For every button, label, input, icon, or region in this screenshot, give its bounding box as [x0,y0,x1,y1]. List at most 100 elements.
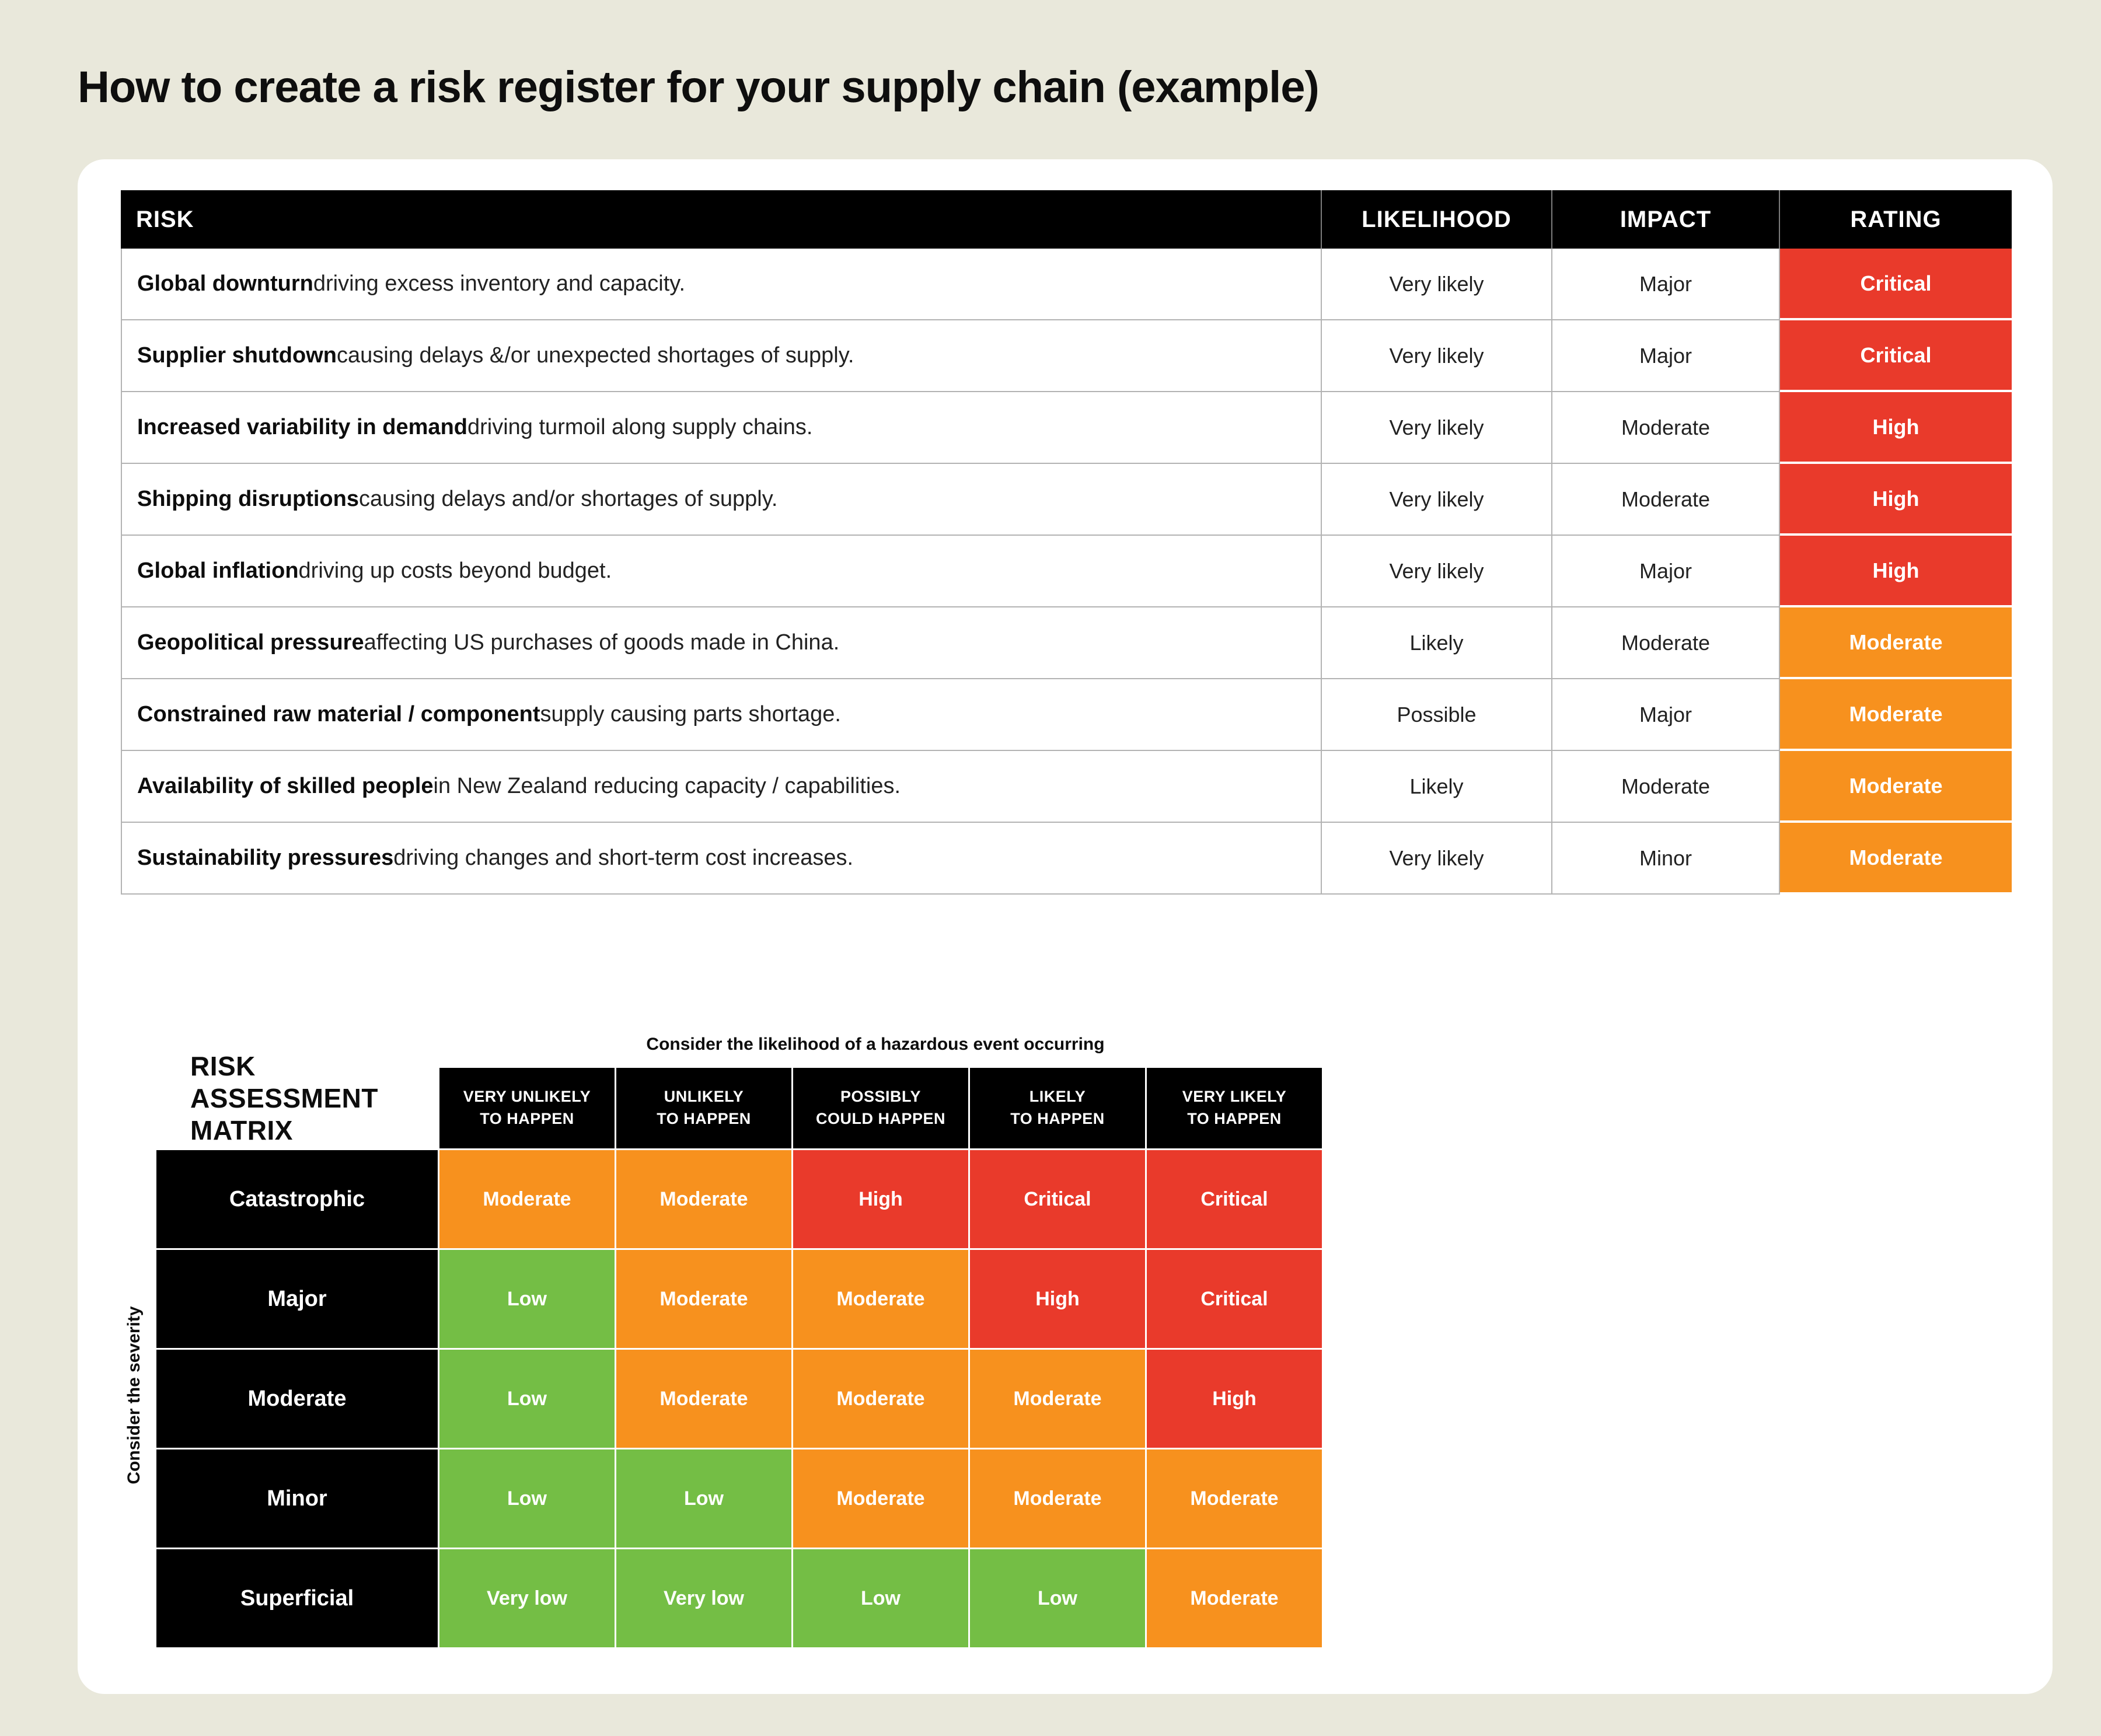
rating-badge: Moderate [1780,607,2012,679]
rating-badge: Moderate [1780,679,2012,751]
matrix-column-header: UNLIKELY TO HAPPEN [616,1068,791,1148]
risk-detail: driving up costs beyond budget. [298,558,612,583]
matrix-cell: High [1147,1350,1322,1448]
risk-description: Constrained raw material / component sup… [121,679,1322,751]
matrix-cell: Critical [970,1150,1145,1248]
matrix-cell: Moderate [970,1350,1145,1448]
matrix-row-label: Catastrophic [156,1150,438,1248]
risk-detail: driving excess inventory and capacity. [313,271,686,296]
matrix-cell: Critical [1147,1150,1322,1248]
risk-name: Sustainability pressures [137,846,394,870]
risk-description: Availability of skilled people in New Ze… [121,751,1322,823]
matrix-column-header: POSSIBLY COULD HAPPEN [793,1068,968,1148]
likelihood-cell: Possible [1322,679,1552,751]
header-likelihood: LIKELIHOOD [1322,190,1552,249]
matrix-cell: Critical [1147,1250,1322,1348]
header-impact: IMPACT [1552,190,1780,249]
risk-name: Supplier shutdown [137,343,337,368]
matrix-cell: High [970,1250,1145,1348]
matrix-cell: Moderate [616,1250,791,1348]
impact-cell: Moderate [1552,607,1780,679]
risk-table-row: Constrained raw material / component sup… [121,679,2012,751]
column-header-line: LIKELY [1029,1088,1086,1106]
risk-table-row: Shipping disruptions causing delays and/… [121,464,2012,536]
matrix-row-label: Superficial [156,1549,438,1647]
impact-cell: Moderate [1552,392,1780,464]
content-card: RISK LIKELIHOOD IMPACT RATING Global dow… [78,159,2053,1694]
column-header-line: TO HAPPEN [1187,1110,1282,1127]
risk-description: Increased variability in demand driving … [121,392,1322,464]
risk-description: Geopolitical pressure affecting US purch… [121,607,1322,679]
risk-table-row: Global downturn driving excess inventory… [121,249,2012,320]
matrix-title-line: ASSESSMENT [190,1083,378,1114]
rating-badge: Critical [1780,320,2012,392]
page-title: How to create a risk register for your s… [78,62,1320,112]
matrix-cell: Low [439,1250,615,1348]
header-risk: RISK [121,190,1322,249]
column-header-line: TO HAPPEN [1010,1110,1105,1127]
matrix-cell: Low [439,1350,615,1448]
likelihood-cell: Very likely [1322,320,1552,392]
rating-badge: Moderate [1780,751,2012,823]
matrix-cell: Moderate [970,1449,1145,1548]
matrix-cell: Moderate [439,1150,615,1248]
risk-name: Shipping disruptions [137,487,359,511]
rating-badge: High [1780,392,2012,464]
risk-name: Increased variability in demand [137,415,467,439]
risk-table-row: Increased variability in demand driving … [121,392,2012,464]
likelihood-cell: Very likely [1322,464,1552,536]
matrix-cell: Moderate [1147,1449,1322,1548]
risk-detail: driving changes and short-term cost incr… [393,846,854,870]
matrix-column-header: VERY UNLIKELY TO HAPPEN [439,1068,615,1148]
matrix-cell: Moderate [793,1449,968,1548]
matrix-cell: Low [439,1449,615,1548]
impact-cell: Moderate [1552,751,1780,823]
risk-name: Global inflation [137,558,299,583]
matrix-cell: High [793,1150,968,1248]
matrix-cell: Very low [439,1549,615,1647]
matrix-cell: Very low [616,1549,791,1647]
matrix-likelihood-caption: Consider the likelihood of a hazardous e… [646,1035,1105,1054]
matrix-row-label: Moderate [156,1350,438,1448]
column-header-line: VERY UNLIKELY [463,1088,591,1106]
risk-assessment-matrix: VERY UNLIKELY TO HAPPEN UNLIKELY TO HAPP… [156,1068,1322,1647]
matrix-severity-caption: Consider the severity [124,1306,144,1484]
column-header-line: TO HAPPEN [657,1110,751,1127]
risk-table-header-row: RISK LIKELIHOOD IMPACT RATING [121,190,2012,249]
likelihood-cell: Likely [1322,751,1552,823]
matrix-cell: Moderate [616,1350,791,1448]
rating-badge: High [1780,464,2012,536]
column-header-line: TO HAPPEN [480,1110,574,1127]
matrix-title-line: RISK [190,1051,256,1081]
matrix-corner-spacer [156,1068,438,1148]
impact-cell: Major [1552,679,1780,751]
risk-description: Shipping disruptions causing delays and/… [121,464,1322,536]
risk-table-row: Sustainability pressures driving changes… [121,823,2012,895]
column-header-line: COULD HAPPEN [815,1110,945,1127]
risk-detail: supply causing parts shortage. [540,702,841,726]
risk-table-row: Availability of skilled people in New Ze… [121,751,2012,823]
risk-name: Geopolitical pressure [137,630,364,655]
impact-cell: Minor [1552,823,1780,895]
matrix-cell: Moderate [1147,1549,1322,1647]
risk-detail: driving turmoil along supply chains. [467,415,813,439]
risk-name: Constrained raw material / component [137,702,540,726]
matrix-column-header: LIKELY TO HAPPEN [970,1068,1145,1148]
impact-cell: Major [1552,320,1780,392]
likelihood-cell: Very likely [1322,823,1552,895]
risk-table-row: Geopolitical pressure affecting US purch… [121,607,2012,679]
matrix-column-header: VERY LIKELY TO HAPPEN [1147,1068,1322,1148]
likelihood-cell: Very likely [1322,536,1552,607]
risk-description: Supplier shutdown causing delays &/or un… [121,320,1322,392]
column-header-line: VERY LIKELY [1182,1088,1287,1106]
matrix-cell: Moderate [616,1150,791,1248]
risk-description: Sustainability pressures driving changes… [121,823,1322,895]
matrix-cell: Low [970,1549,1145,1647]
matrix-title-line: MATRIX [190,1115,293,1146]
risk-detail: causing delays and/or shortages of suppl… [358,487,778,511]
risk-name: Global downturn [137,271,313,296]
impact-cell: Moderate [1552,464,1780,536]
risk-detail: affecting US purchases of goods made in … [364,630,840,655]
matrix-cell: Moderate [793,1350,968,1448]
